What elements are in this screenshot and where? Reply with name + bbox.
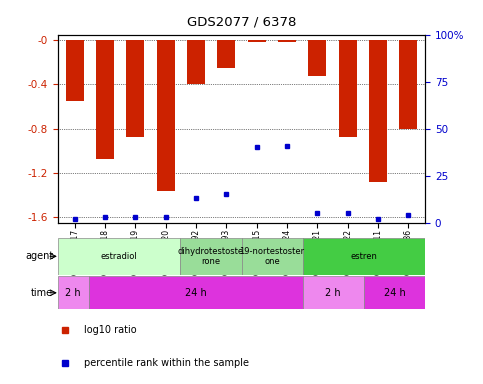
Bar — [58, 276, 88, 309]
Bar — [88, 276, 303, 309]
Bar — [180, 238, 242, 275]
Text: 19-nortestoster
one: 19-nortestoster one — [240, 247, 305, 266]
Text: 2 h: 2 h — [65, 288, 81, 298]
Bar — [303, 238, 425, 275]
Bar — [248, 40, 266, 42]
Bar — [217, 40, 235, 68]
Bar — [66, 40, 84, 101]
Bar — [308, 40, 327, 76]
Text: log10 ratio: log10 ratio — [84, 325, 136, 335]
Bar — [58, 238, 180, 275]
Text: dihydrotestoste
rone: dihydrotestoste rone — [178, 247, 244, 266]
Text: 2 h: 2 h — [326, 288, 341, 298]
Bar — [187, 40, 205, 84]
Bar — [369, 40, 387, 182]
Bar — [399, 40, 417, 129]
Text: percentile rank within the sample: percentile rank within the sample — [84, 358, 249, 368]
Bar — [339, 40, 357, 137]
Bar — [96, 40, 114, 159]
Text: 24 h: 24 h — [384, 288, 405, 298]
Bar — [242, 238, 303, 275]
Text: agent: agent — [25, 251, 53, 262]
Bar — [126, 40, 144, 137]
Bar — [364, 276, 425, 309]
Bar — [156, 40, 175, 190]
Text: 24 h: 24 h — [185, 288, 207, 298]
Text: estradiol: estradiol — [101, 252, 138, 261]
Bar — [278, 40, 296, 42]
Text: GDS2077 / 6378: GDS2077 / 6378 — [187, 15, 296, 28]
Text: time: time — [31, 288, 53, 298]
Text: estren: estren — [351, 252, 377, 261]
Bar — [303, 276, 364, 309]
